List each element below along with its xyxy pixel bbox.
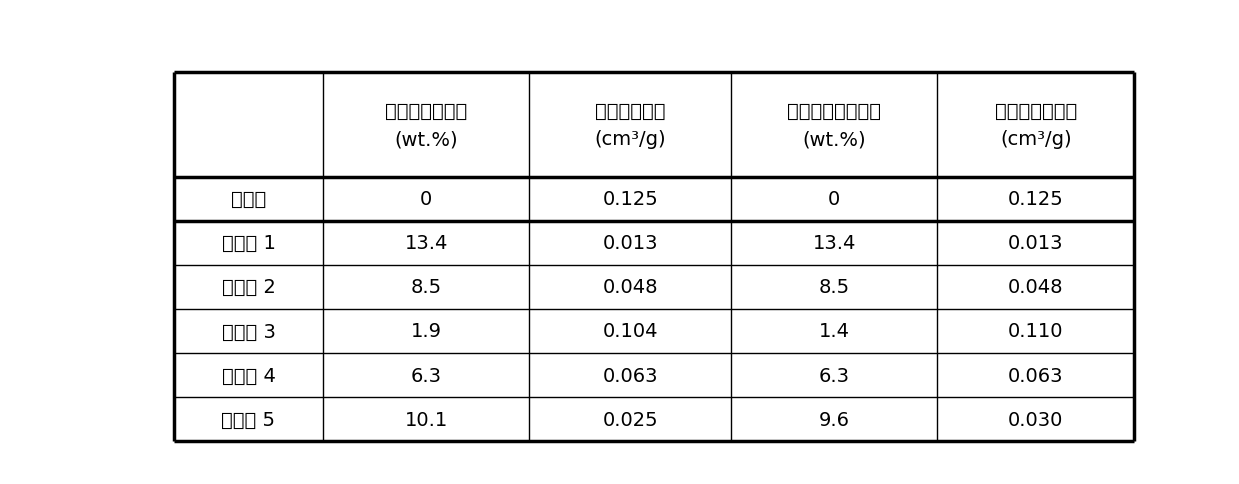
- Text: 催化剂微孔孔容: 催化剂微孔孔容: [995, 102, 1077, 121]
- Text: 6.3: 6.3: [819, 366, 850, 385]
- Text: 13.4: 13.4: [404, 234, 447, 253]
- Text: (wt.%): (wt.%): [394, 130, 458, 149]
- Text: (cm³/g): (cm³/g): [1000, 130, 1072, 149]
- Text: 载体微孔孔容: 载体微孔孔容: [595, 102, 665, 121]
- Text: 0.063: 0.063: [602, 366, 658, 385]
- Text: 1.9: 1.9: [410, 322, 441, 341]
- Text: 9.6: 9.6: [819, 410, 850, 429]
- Text: 0.030: 0.030: [1009, 410, 1063, 429]
- Text: 0: 0: [420, 190, 432, 209]
- Text: 0.125: 0.125: [1009, 190, 1064, 209]
- Text: 0.048: 0.048: [602, 278, 658, 297]
- Text: 载体中积碳含量: 载体中积碳含量: [385, 102, 467, 121]
- Text: 0: 0: [828, 190, 840, 209]
- Text: 0.025: 0.025: [602, 410, 658, 429]
- Text: 0.048: 0.048: [1009, 278, 1063, 297]
- Text: 实施例 1: 实施例 1: [222, 234, 275, 253]
- Text: 对比例: 对比例: [230, 190, 266, 209]
- Text: 0.110: 0.110: [1009, 322, 1063, 341]
- Text: 0.013: 0.013: [1009, 234, 1063, 253]
- Text: 13.4: 13.4: [813, 234, 856, 253]
- Text: 10.1: 10.1: [404, 410, 447, 429]
- Text: 0.063: 0.063: [1009, 366, 1063, 385]
- Text: 1.4: 1.4: [819, 322, 850, 341]
- Text: 0.104: 0.104: [602, 322, 658, 341]
- Text: (cm³/g): (cm³/g): [595, 130, 667, 149]
- Text: 实施例 5: 实施例 5: [222, 410, 275, 429]
- Text: 实施例 2: 实施例 2: [222, 278, 275, 297]
- Text: 0.125: 0.125: [602, 190, 658, 209]
- Text: 6.3: 6.3: [410, 366, 441, 385]
- Text: 8.5: 8.5: [819, 278, 850, 297]
- Text: 实施例 3: 实施例 3: [222, 322, 275, 341]
- Text: 实施例 4: 实施例 4: [222, 366, 275, 385]
- Text: 8.5: 8.5: [410, 278, 441, 297]
- Text: (wt.%): (wt.%): [803, 130, 866, 149]
- Text: 催化剂中积碳含量: 催化剂中积碳含量: [787, 102, 881, 121]
- Text: 0.013: 0.013: [602, 234, 658, 253]
